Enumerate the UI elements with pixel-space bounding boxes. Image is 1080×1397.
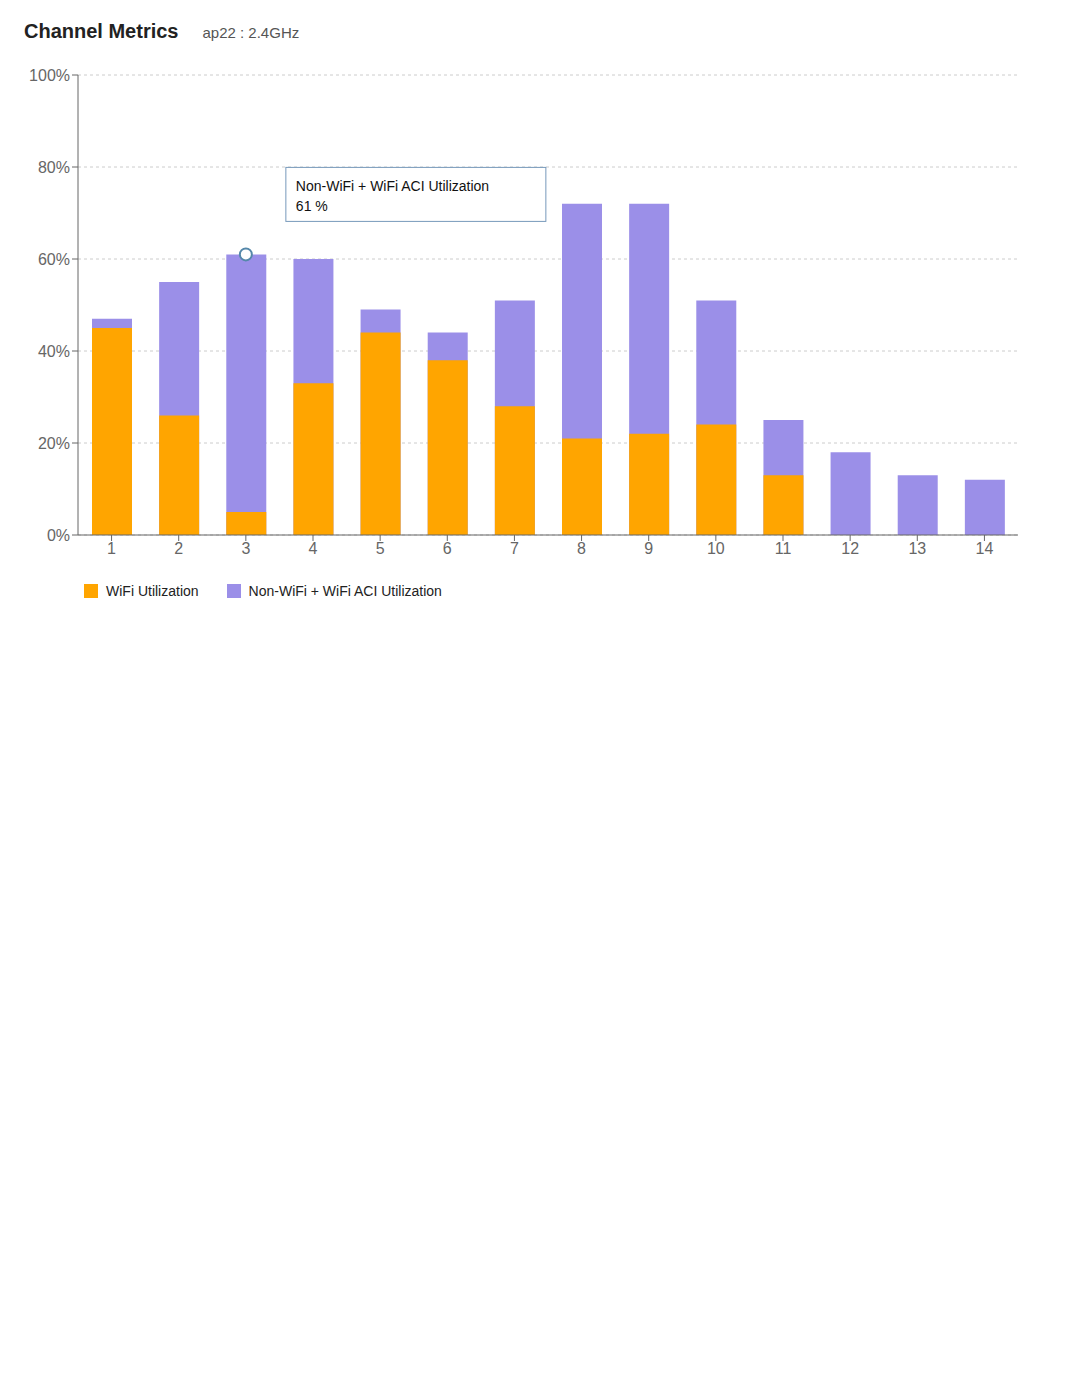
svg-text:8: 8 (577, 540, 586, 557)
svg-text:61 %: 61 % (296, 198, 328, 214)
svg-text:40%: 40% (38, 343, 70, 360)
html-text:ap22 : 2.4GHz: ap22 : 2.4GHz (202, 24, 300, 41)
svg-text:60%: 60% (38, 251, 70, 268)
svg-text:7: 7 (510, 540, 519, 557)
svg-text:6: 6 (443, 540, 452, 557)
svg-text:20%: 20% (38, 435, 70, 452)
svg-text:1: 1 (107, 540, 116, 557)
svg-text:10: 10 (707, 540, 725, 557)
svg-text:80%: 80% (38, 159, 70, 176)
svg-text:5: 5 (376, 540, 385, 557)
html-text:Non-WiFi + WiFi ACI Utilizatio: Non-WiFi + WiFi ACI Utilization (248, 583, 442, 599)
svg-text:13: 13 (908, 540, 926, 557)
svg-text:4: 4 (309, 540, 318, 557)
svg-text:14: 14 (976, 540, 994, 557)
svg-text:11: 11 (775, 540, 792, 557)
svg-text:3: 3 (241, 540, 250, 557)
svg-text:2: 2 (174, 540, 183, 557)
svg-text:12: 12 (841, 540, 859, 557)
svg-text:Non-WiFi + WiFi ACI Utilizatio: Non-WiFi + WiFi ACI Utilization (296, 178, 489, 194)
svg-text:9: 9 (644, 540, 653, 557)
html-text:Channel Metrics: Channel Metrics (24, 20, 179, 42)
svg-text:0%: 0% (47, 527, 70, 544)
svg-text:100%: 100% (29, 67, 70, 84)
html-text:WiFi Utilization: WiFi Utilization (106, 583, 199, 599)
